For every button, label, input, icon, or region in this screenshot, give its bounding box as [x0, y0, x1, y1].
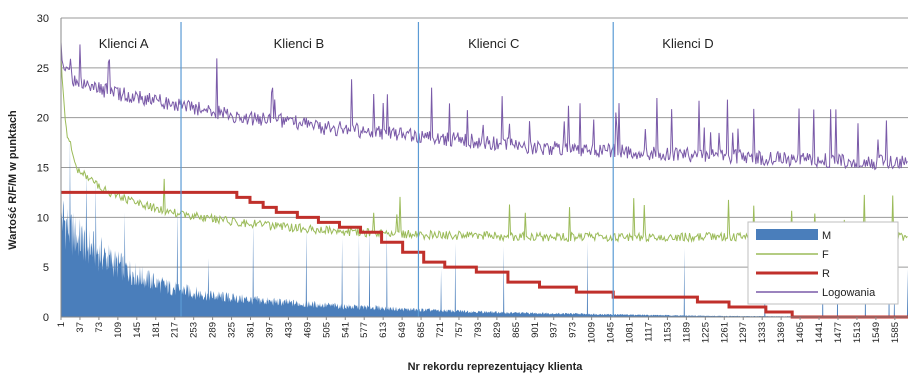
x-tick-label: 145 — [132, 322, 143, 338]
x-tick-label: 1297 — [738, 322, 749, 343]
x-tick-label: 1405 — [795, 322, 806, 343]
x-tick-label: 469 — [302, 322, 313, 338]
legend-label: Logowania — [822, 287, 876, 299]
x-tick-label: 649 — [397, 322, 408, 338]
x-tick-label: 397 — [264, 322, 275, 338]
x-tick-label: 829 — [492, 322, 503, 338]
x-tick-label: 37 — [75, 322, 86, 333]
x-tick-label: 577 — [359, 322, 370, 338]
segment-label: Klienci A — [99, 36, 149, 51]
x-tick-label: 1549 — [871, 322, 882, 343]
y-tick-label: 30 — [37, 13, 49, 25]
y-tick-label: 5 — [43, 262, 49, 274]
y-tick-label: 10 — [37, 212, 49, 224]
x-tick-label: 217 — [170, 322, 181, 338]
x-tick-label: 1333 — [757, 322, 768, 343]
axes: 0 5 10 15 20 25 30 1 37 73 109 145 181 217 253 289 325 36… — [37, 13, 908, 343]
series-logowania-line — [60, 42, 908, 171]
x-tick-label: 1513 — [852, 322, 863, 343]
segment-separators — [180, 22, 614, 317]
x-tick-label: 1261 — [719, 322, 730, 343]
x-tick-label: 1117 — [643, 322, 654, 342]
legend: MFR Logowania — [747, 221, 899, 305]
x-tick-label: 433 — [283, 322, 294, 338]
x-tick-label: 757 — [454, 322, 465, 338]
legend-label: M — [822, 230, 831, 242]
x-tick-label: 685 — [416, 322, 427, 338]
segment-annotations: Klienci A Klienci B Klienci C Klienci D — [99, 36, 714, 51]
x-tick-label: 73 — [94, 322, 105, 333]
x-tick-label: 613 — [378, 322, 389, 338]
segment-label: Klienci C — [468, 36, 519, 51]
x-axis-title: Nr rekordu reprezentujący klienta — [408, 361, 584, 373]
x-tick-label: 1441 — [814, 322, 825, 343]
series-m-area — [61, 139, 908, 317]
series-r-line — [61, 190, 908, 319]
x-tick-label: 505 — [321, 322, 332, 338]
x-tick-label: 793 — [473, 322, 484, 338]
m-area-layer — [61, 139, 908, 317]
y-axis-title: Wartość R/F/M w punktach — [7, 110, 19, 250]
x-tick-label: 1081 — [625, 322, 636, 343]
x-tick-label: 361 — [246, 322, 257, 338]
x-tick-label: 253 — [189, 322, 200, 338]
x-tick-label: 865 — [511, 322, 522, 338]
x-tick-label: 1045 — [606, 322, 617, 343]
x-tick-label: 1225 — [700, 322, 711, 343]
y-tick-label: 20 — [37, 113, 49, 125]
grid — [61, 17, 908, 268]
x-tick-label: 541 — [340, 322, 351, 338]
legend-swatch-m — [756, 229, 818, 240]
y-tick-label: 25 — [37, 63, 49, 75]
x-tick-label: 109 — [113, 322, 124, 338]
legend-label: F — [822, 249, 829, 261]
y-tick-label: 0 — [43, 312, 49, 324]
x-tick-label: 325 — [227, 322, 238, 338]
x-tick-label: 973 — [568, 322, 579, 338]
x-tick-label: 289 — [208, 322, 219, 338]
x-tick-label: 721 — [435, 322, 446, 338]
x-tick-label: 1 — [56, 322, 67, 327]
legend-label: R — [822, 268, 830, 280]
x-tick-label: 1189 — [681, 322, 692, 342]
x-tick-label: 937 — [549, 322, 560, 338]
x-tick-label: 1477 — [833, 322, 844, 343]
x-tick-label: 1369 — [776, 322, 787, 343]
segment-label: Klienci B — [274, 36, 325, 51]
segment-label: Klienci D — [662, 36, 713, 51]
x-tick-label: 901 — [530, 322, 541, 338]
x-tick-label: 1585 — [890, 322, 901, 343]
x-tick-label: 181 — [151, 322, 162, 338]
y-tick-label: 15 — [37, 163, 49, 175]
x-tick-label: 1153 — [662, 322, 673, 342]
x-tick-label: 1009 — [587, 322, 598, 343]
